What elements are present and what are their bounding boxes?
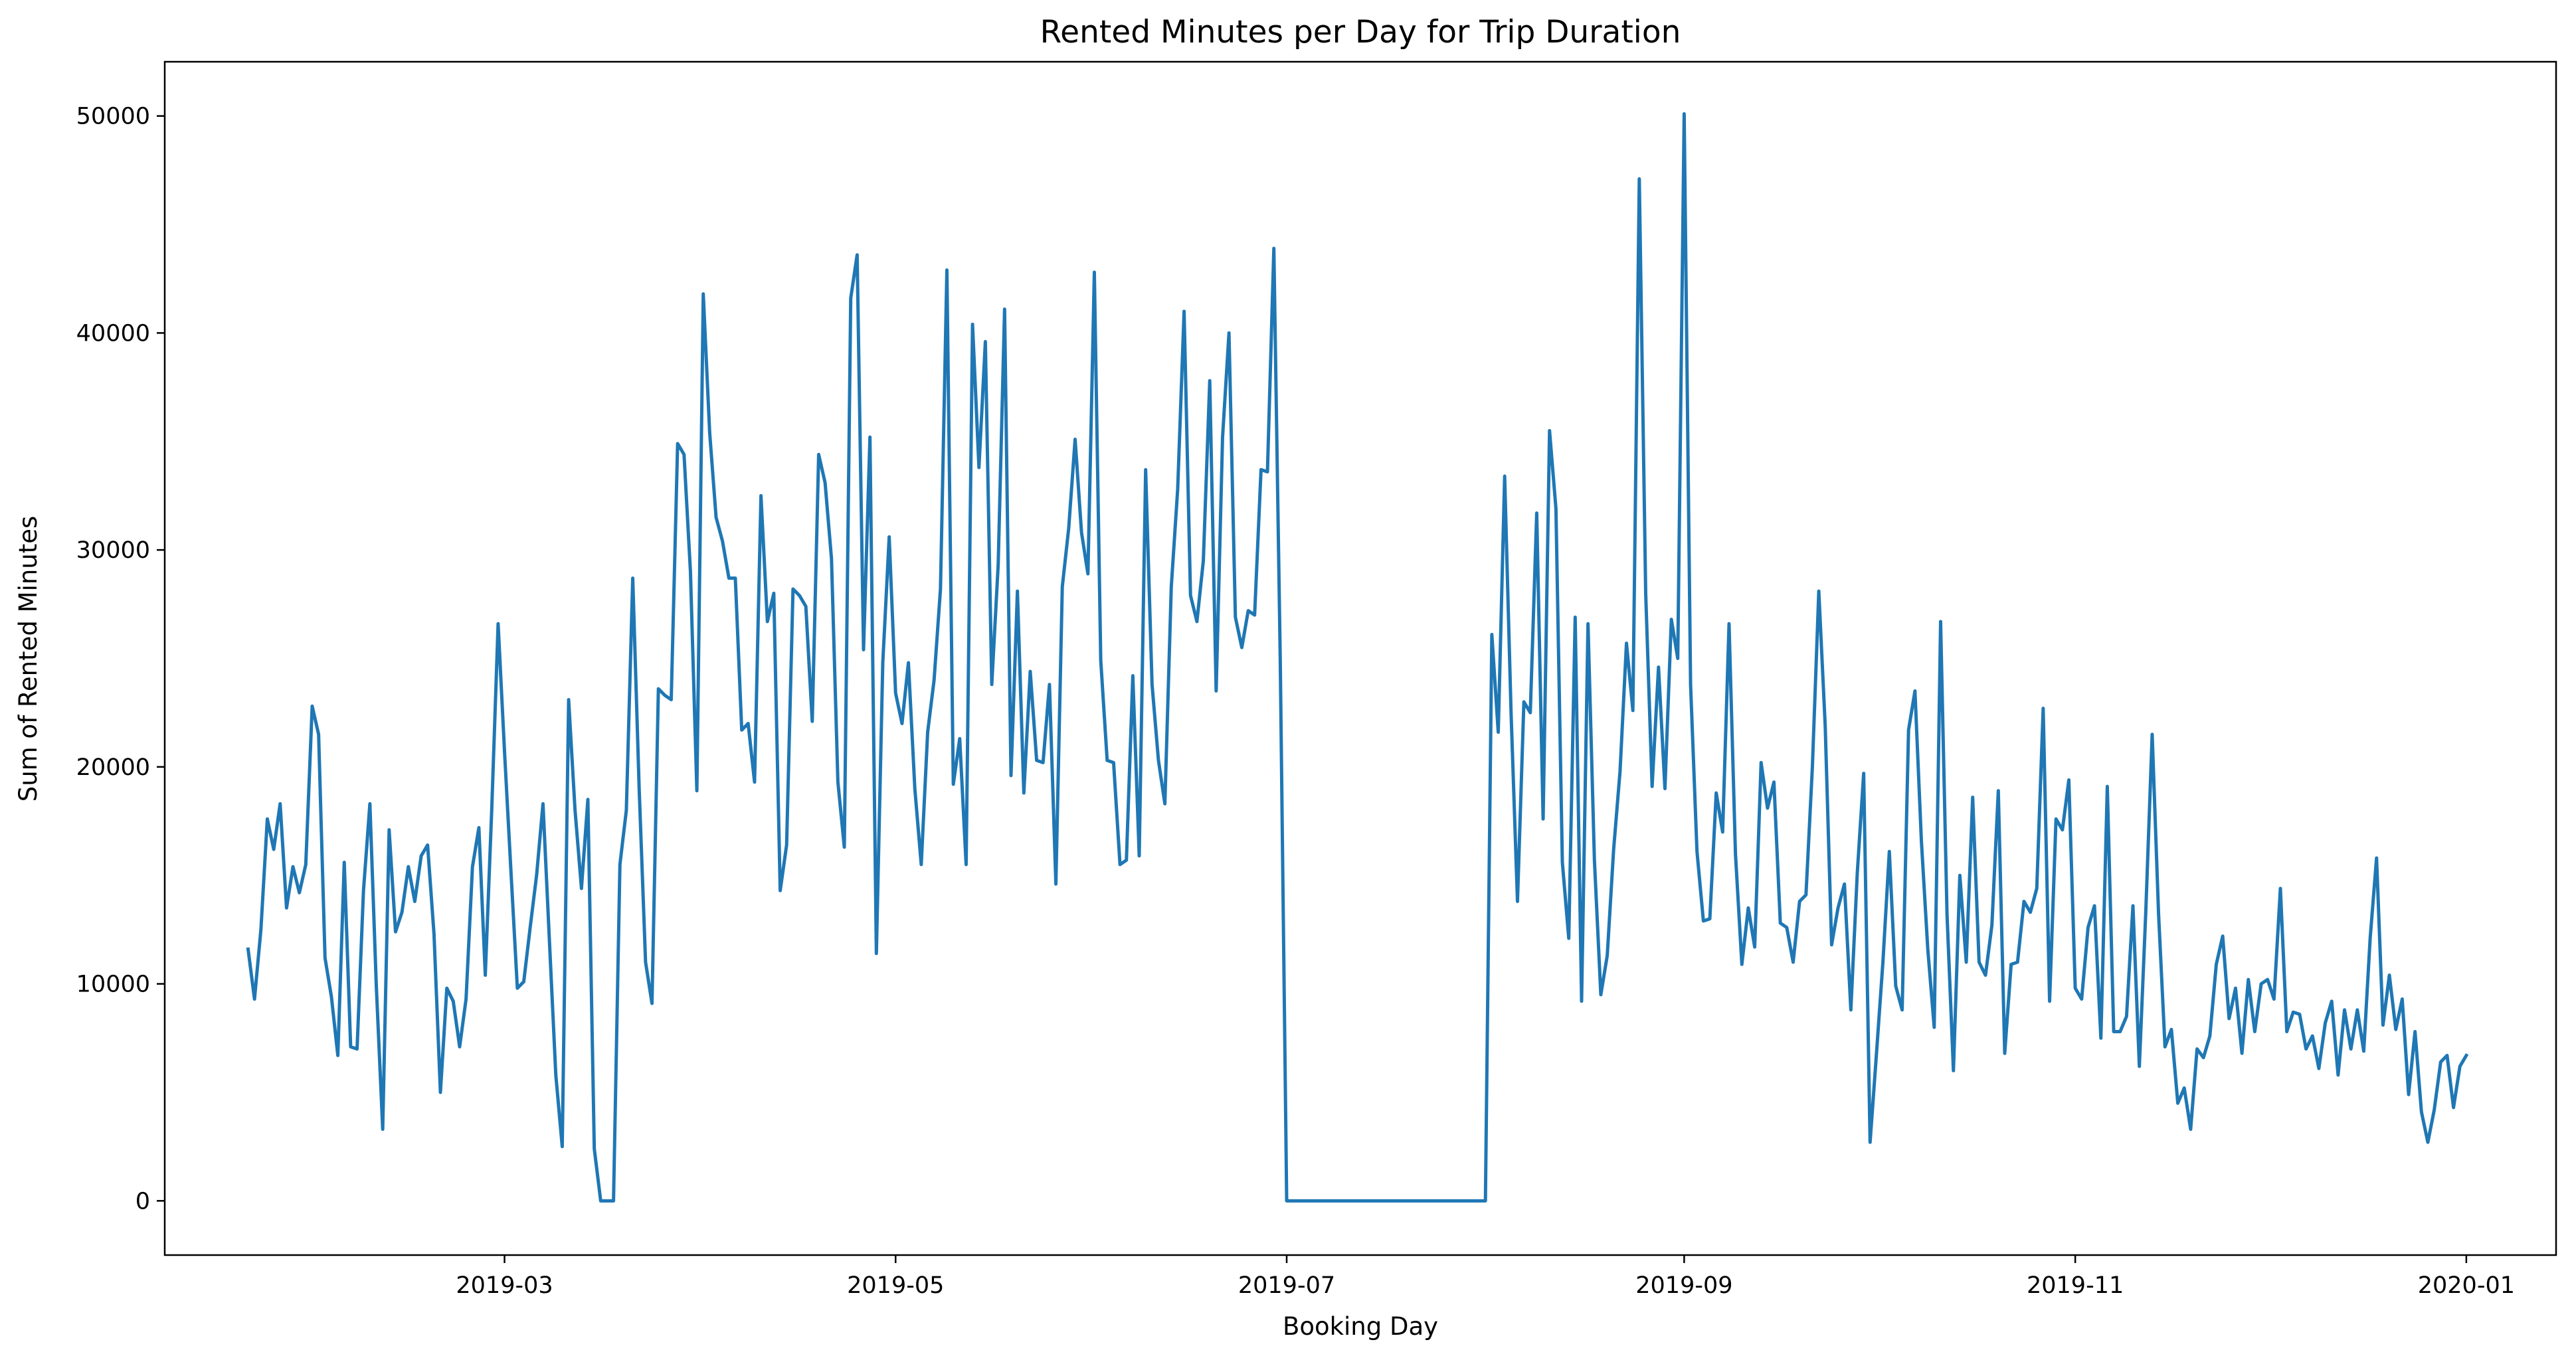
chart-title: Rented Minutes per Day for Trip Duration [1040, 14, 1681, 50]
data-series [246, 112, 2469, 1203]
x-tick-label: 2019-05 [847, 1272, 944, 1299]
y-tick-label: 0 [136, 1188, 150, 1215]
x-tick-label: 2019-11 [2027, 1272, 2124, 1299]
x-tick-label: 2019-09 [1635, 1272, 1732, 1299]
axes: 0 10000 20000 30000 40000 50000 2019-03 2019-05… [76, 104, 2515, 1299]
x-tick-label: 2019-07 [1238, 1272, 1335, 1299]
y-tick-label: 30000 [76, 537, 150, 564]
y-tick-label: 50000 [76, 104, 150, 130]
plot-frame [163, 60, 2557, 1256]
y-tick-label: 20000 [76, 754, 150, 781]
x-tick-label: 2020-01 [2418, 1272, 2515, 1299]
x-tick-label: 2019-03 [456, 1272, 553, 1299]
series-line [246, 112, 2469, 1203]
y-tick-label: 10000 [76, 972, 150, 998]
x-axis-label: Booking Day [1283, 1312, 1438, 1341]
y-axis-label: Sum of Rented Minutes [14, 516, 43, 802]
y-tick-label: 40000 [76, 320, 150, 347]
